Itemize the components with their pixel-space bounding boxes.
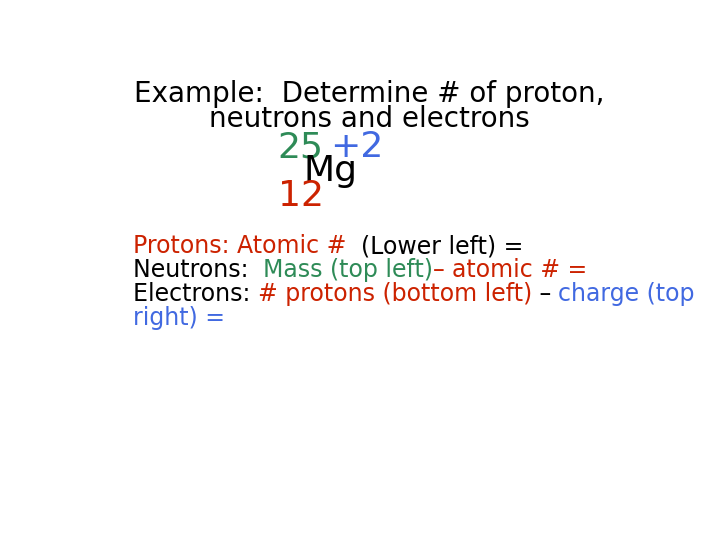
Text: atomic # =: atomic # = bbox=[452, 258, 595, 282]
Text: charge (top: charge (top bbox=[559, 282, 695, 306]
Text: –: – bbox=[532, 282, 559, 306]
Text: Mg: Mg bbox=[303, 154, 357, 188]
Text: Electrons:: Electrons: bbox=[132, 282, 258, 306]
Text: –: – bbox=[433, 258, 452, 282]
Text: Mass (top left): Mass (top left) bbox=[263, 258, 433, 282]
Text: 25: 25 bbox=[277, 130, 323, 164]
Text: +2: +2 bbox=[330, 130, 384, 164]
Text: # protons (bottom left): # protons (bottom left) bbox=[258, 282, 532, 306]
Text: neutrons and electrons: neutrons and electrons bbox=[209, 105, 529, 133]
Text: (Lower left) =: (Lower left) = bbox=[346, 234, 531, 258]
Text: right) =: right) = bbox=[132, 306, 232, 330]
Text: 12: 12 bbox=[277, 179, 323, 213]
Text: Protons: Atomic #: Protons: Atomic # bbox=[132, 234, 346, 258]
Text: Neutrons:: Neutrons: bbox=[132, 258, 263, 282]
Text: Example:  Determine # of proton,: Example: Determine # of proton, bbox=[134, 80, 604, 108]
